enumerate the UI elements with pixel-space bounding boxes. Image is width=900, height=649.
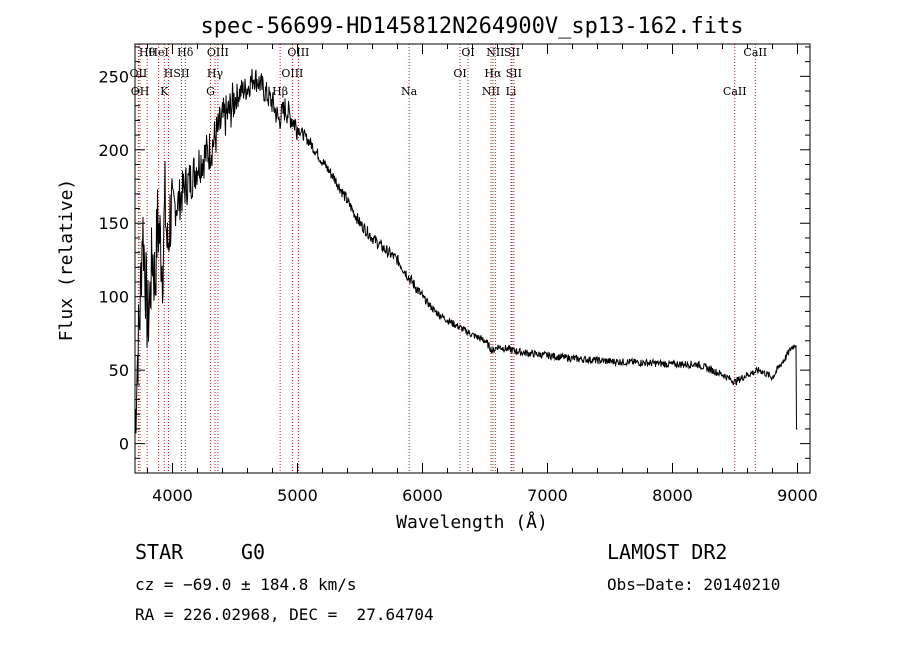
emission-label: OIII	[281, 67, 303, 80]
emission-label: K	[160, 85, 169, 98]
emission-label: NII	[482, 85, 500, 98]
emission-label: HeI	[148, 46, 168, 59]
y-tick-label: 150	[98, 214, 129, 233]
emission-label: Hγ	[207, 67, 224, 80]
x-tick-label: 4000	[152, 486, 193, 505]
emission-label: OI	[461, 46, 474, 59]
emission-label: OII	[130, 67, 148, 80]
emission-label: SII	[173, 67, 189, 80]
emission-label: NII	[486, 46, 504, 59]
spectrum-line	[134, 68, 798, 434]
x-tick-label: 9000	[777, 486, 818, 505]
emission-label: OIII	[207, 46, 229, 59]
emission-label: SII	[504, 46, 520, 59]
chart-title: spec-56699-HD145812N264900V_sp13-162.fit…	[200, 14, 743, 39]
x-tick-label: 5000	[277, 486, 318, 505]
survey-name: LAMOST DR2	[607, 540, 728, 564]
emission-label: Na	[401, 85, 418, 98]
y-tick-label: 250	[98, 67, 129, 86]
x-axis: 4000 5000 6000 7000 8000 9000	[147, 44, 818, 505]
y-tick-label: 100	[98, 288, 129, 307]
emission-label: Hβ	[272, 85, 288, 98]
coordinates: RA = 226.02968, DEC = 27.64704	[135, 605, 434, 624]
x-tick-label: 8000	[652, 486, 693, 505]
object-class: STAR	[135, 540, 184, 564]
redshift-velocity: cz = −69.0 ± 184.8 km/s	[135, 575, 357, 594]
x-axis-label: Wavelength (Å)	[396, 511, 548, 533]
y-axis: 0 50 100 150 200 250	[98, 46, 810, 459]
emission-label: G	[206, 85, 215, 98]
emission-label: SII	[506, 67, 522, 80]
emission-label: Hδ	[177, 46, 194, 59]
y-axis-label: Flux (relative)	[56, 179, 77, 342]
object-subclass: G0	[241, 540, 266, 564]
x-tick-label: 7000	[527, 486, 568, 505]
emission-label: Hα	[484, 67, 502, 80]
emission-label: CaII	[743, 46, 767, 59]
emission-label: OI	[453, 67, 466, 80]
emission-label: Hθ	[139, 46, 156, 59]
emission-lines: HθOIIOHHeIHKHδSIIGOIIIHγHβOIIIOIIINaOIOI…	[130, 44, 767, 473]
observation-date: Obs−Date: 20140210	[607, 575, 781, 594]
emission-label: Li	[506, 85, 517, 98]
emission-label: OIII	[287, 46, 309, 59]
emission-label: CaII	[723, 85, 747, 98]
emission-label: H	[164, 67, 174, 80]
y-tick-label: 50	[109, 361, 129, 380]
y-tick-label: 0	[119, 435, 129, 454]
y-tick-label: 200	[98, 141, 129, 160]
x-tick-label: 6000	[402, 486, 443, 505]
